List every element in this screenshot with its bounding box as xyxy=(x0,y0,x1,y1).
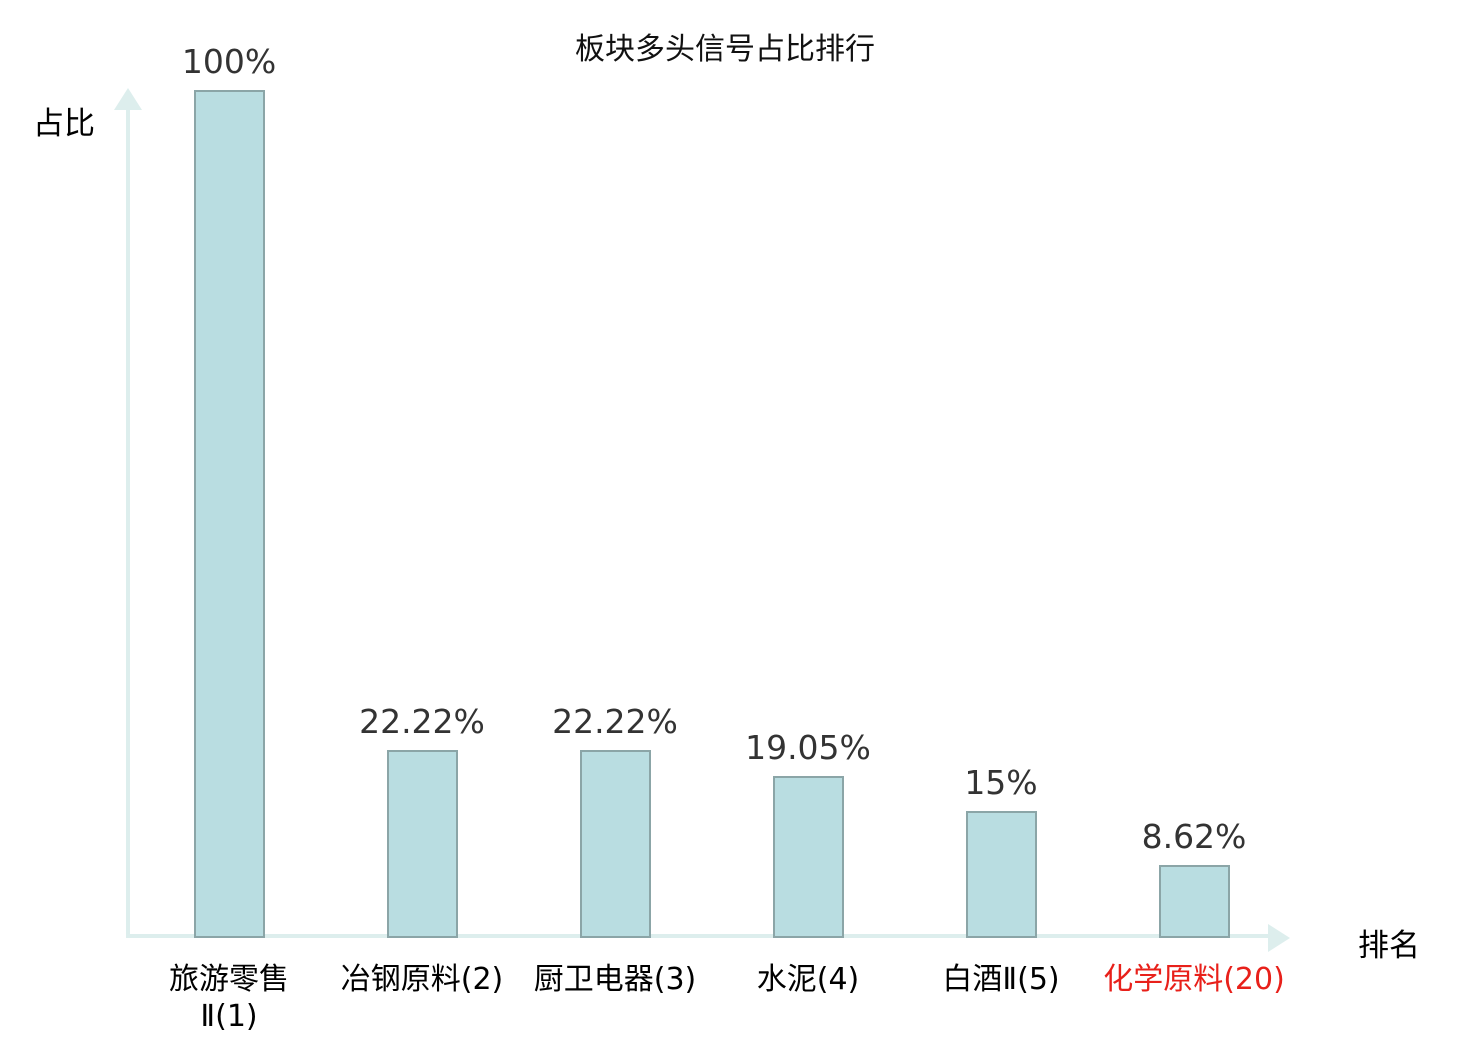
bar-4[interactable] xyxy=(772,776,844,938)
bar-category-label-3: 厨卫电器(3) xyxy=(505,962,725,999)
bar-1[interactable] xyxy=(193,90,265,938)
bar-value-label-3: 22.22% xyxy=(552,701,678,741)
bar-value-label-2: 22.22% xyxy=(359,701,485,741)
bar-category-label-line1-2: 冶钢原料(2) xyxy=(340,962,504,997)
bar-category-label-line1-6: 化学原料(20) xyxy=(1103,962,1285,997)
bar-value-label-1: 100% xyxy=(181,42,277,81)
bar-category-label-6: 化学原料(20) xyxy=(1084,962,1304,999)
x-axis-line xyxy=(126,934,1274,938)
bar-3[interactable] xyxy=(579,749,651,938)
bar-category-label-4: 水泥(4) xyxy=(698,962,918,999)
bar-category-label-line1-5: 白酒Ⅱ(5) xyxy=(942,962,1060,997)
x-axis-arrow-icon xyxy=(1268,924,1290,952)
bar-6[interactable] xyxy=(1158,864,1230,938)
bar-category-label-2: 冶钢原料(2) xyxy=(312,962,532,999)
bar-category-label-line1-3: 厨卫电器(3) xyxy=(533,962,697,997)
bar-category-label-line2-1: Ⅱ(1) xyxy=(200,998,258,1034)
y-axis-line xyxy=(126,96,130,938)
bar-category-label-line1-1: 旅游零售 xyxy=(169,962,289,997)
bar-category-label-5: 白酒Ⅱ(5) xyxy=(891,962,1111,999)
bar-value-label-5: 15% xyxy=(964,762,1038,802)
y-axis-title: 占比 xyxy=(33,106,95,142)
bar-5[interactable] xyxy=(965,810,1037,938)
bar-category-label-1: 旅游零售 Ⅱ(1) xyxy=(119,962,339,1035)
x-axis-title: 排名 xyxy=(1358,928,1420,964)
bar-category-label-line1-4: 水泥(4) xyxy=(756,962,860,997)
bar-2[interactable] xyxy=(386,749,458,938)
bar-value-label-6: 8.62% xyxy=(1141,816,1247,856)
bar-value-label-4: 19.05% xyxy=(745,728,871,768)
chart-title: 板块多头信号占比排行 xyxy=(575,32,875,67)
y-axis-arrow-icon xyxy=(114,88,142,110)
